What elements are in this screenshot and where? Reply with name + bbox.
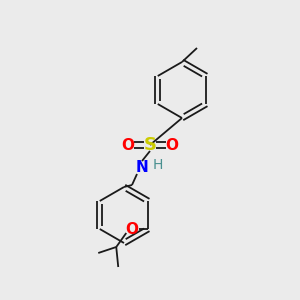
Text: O: O (122, 137, 134, 152)
Text: N: N (136, 160, 148, 175)
Text: H: H (153, 158, 163, 172)
Text: O: O (126, 221, 139, 236)
Text: O: O (166, 137, 178, 152)
Text: S: S (143, 136, 157, 154)
